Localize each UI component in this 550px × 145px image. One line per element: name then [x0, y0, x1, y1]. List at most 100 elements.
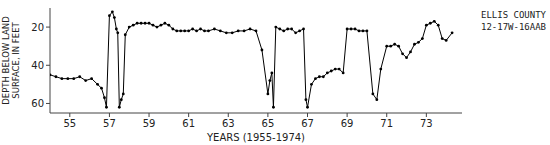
marker	[405, 56, 408, 59]
marker	[72, 77, 75, 80]
marker	[171, 28, 174, 31]
y-tick	[46, 65, 50, 66]
marker	[268, 79, 271, 82]
marker	[116, 31, 119, 34]
x-tick-label: 61	[182, 118, 195, 129]
marker	[187, 30, 190, 33]
x-tick-label: 65	[262, 118, 275, 129]
marker	[401, 52, 404, 55]
marker	[318, 75, 321, 78]
marker	[96, 83, 99, 86]
marker	[179, 30, 182, 33]
marker	[362, 30, 365, 33]
marker	[191, 28, 194, 31]
marker	[124, 33, 127, 36]
marker	[346, 28, 349, 31]
marker	[118, 106, 121, 109]
marker	[314, 77, 317, 80]
x-tick	[426, 113, 427, 117]
marker	[425, 24, 428, 27]
marker	[451, 31, 454, 34]
marker	[207, 30, 210, 33]
x-tick-label: 69	[341, 118, 354, 129]
marker	[160, 24, 163, 27]
marker	[105, 106, 108, 109]
y-tick	[46, 27, 50, 28]
marker	[255, 30, 258, 33]
marker	[389, 45, 392, 48]
marker	[385, 45, 388, 48]
marker	[163, 22, 166, 25]
marker	[350, 28, 353, 31]
marker	[90, 77, 93, 80]
x-tick-label: 71	[380, 118, 393, 129]
marker	[306, 106, 309, 109]
marker	[305, 98, 308, 101]
x-axis-label: YEARS (1955-1974)	[206, 132, 305, 143]
x-tick-label: 57	[103, 118, 116, 129]
y-tick-label: 20	[31, 22, 44, 33]
x-axis-line	[50, 113, 462, 114]
marker	[199, 28, 202, 31]
marker	[103, 96, 106, 99]
marker	[144, 22, 147, 25]
marker	[225, 31, 228, 34]
x-tick-label: 67	[301, 118, 314, 129]
plot-area	[50, 10, 453, 108]
marker	[409, 51, 412, 54]
marker	[358, 30, 361, 33]
marker	[66, 77, 69, 80]
annotation: ELLIS COUNTY	[481, 10, 547, 20]
marker	[322, 75, 325, 78]
marker	[290, 28, 293, 31]
y-tick-label: 40	[31, 60, 44, 71]
marker	[128, 26, 131, 29]
marker	[84, 79, 87, 82]
marker	[237, 30, 240, 33]
x-tick-label: 59	[143, 118, 156, 129]
marker	[338, 68, 341, 71]
marker	[113, 16, 116, 19]
marker	[213, 28, 216, 31]
marker	[231, 31, 234, 34]
marker	[294, 31, 297, 34]
marker	[286, 28, 289, 31]
marker	[397, 45, 400, 48]
marker	[366, 30, 369, 33]
marker	[393, 43, 396, 46]
marker	[298, 30, 301, 33]
marker	[274, 26, 277, 29]
x-tick	[347, 113, 348, 117]
x-tick-label: 63	[222, 118, 235, 129]
marker	[249, 28, 252, 31]
marker	[282, 30, 285, 33]
marker	[302, 28, 305, 31]
marker	[437, 24, 440, 27]
marker	[445, 39, 448, 42]
x-tick	[69, 113, 70, 117]
x-tick	[267, 113, 268, 117]
marker	[266, 93, 269, 96]
marker	[272, 106, 275, 109]
marker	[78, 75, 81, 78]
marker	[371, 93, 374, 96]
x-tick	[188, 113, 189, 117]
marker	[60, 77, 63, 80]
x-tick-label: 55	[63, 118, 76, 129]
y-axis-label: DEPTH BELOW LAND	[1, 16, 11, 105]
marker	[375, 98, 378, 101]
x-tick-label: 73	[420, 118, 433, 129]
marker	[120, 98, 123, 101]
marker	[108, 14, 111, 17]
marker	[195, 30, 198, 33]
marker	[330, 70, 333, 73]
marker	[379, 68, 382, 71]
marker	[167, 24, 170, 27]
marker	[136, 22, 139, 25]
y-axis-line	[50, 8, 51, 113]
line	[50, 12, 452, 107]
marker	[122, 93, 125, 96]
chart: 55575961636567697173204060YEARS (1955-19…	[0, 0, 550, 145]
x-tick	[149, 113, 150, 117]
marker	[429, 22, 432, 25]
